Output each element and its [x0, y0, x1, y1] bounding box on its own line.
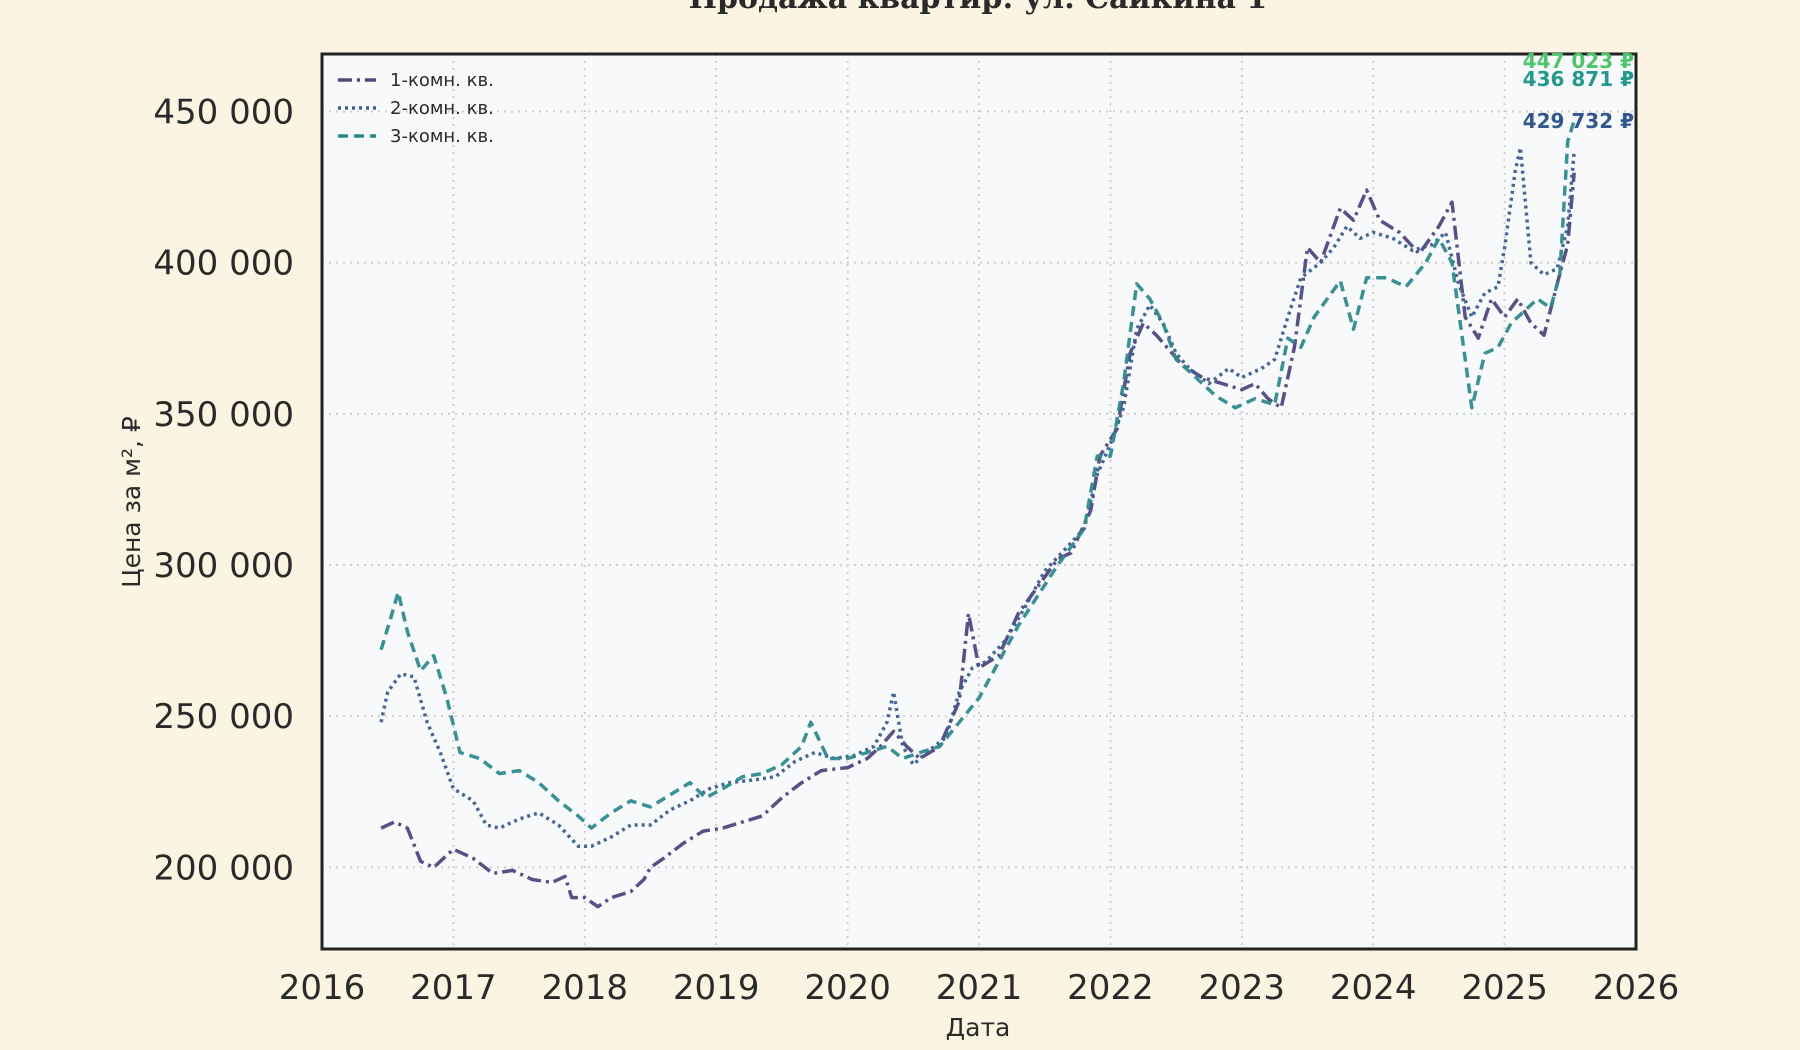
plot-frame	[320, 52, 1638, 951]
x-axis-ticks: 2016 2017 2018 2019 2020 2021 2022 2023 2024 2025…	[279, 968, 1680, 1008]
x-tick-label: 2020	[804, 968, 891, 1008]
y-tick-label: 300 000	[153, 546, 294, 586]
legend-label-1: 1-комн. кв.	[390, 70, 494, 91]
y-tick-label: 450 000	[153, 92, 294, 132]
x-tick-label: 2023	[1199, 968, 1286, 1008]
x-tick-label: 2022	[1067, 968, 1154, 1008]
x-tick-label: 2026	[1593, 968, 1680, 1008]
legend-label-3: 3-комн. кв.	[390, 126, 494, 147]
chart-title: Продажа квартир: ул. Саикина 1	[689, 0, 1268, 16]
x-tick-label: 2016	[279, 968, 366, 1008]
end-value-label-3: 429 732 ₽	[1523, 109, 1634, 133]
series-line-3	[379, 119, 1576, 830]
end-labels: 447 023 ₽436 871 ₽ 429 732 ₽	[1523, 49, 1634, 133]
y-tick-label: 250 000	[153, 697, 294, 737]
x-tick-label: 2019	[673, 968, 760, 1008]
x-tick-label: 2024	[1330, 968, 1417, 1008]
x-tick-label: 2018	[542, 968, 629, 1008]
end-value-label-1: 447 023 ₽	[1523, 49, 1634, 73]
x-tick-label: 2021	[936, 968, 1023, 1008]
y-axis-label: Цена за м², ₽	[117, 416, 146, 588]
x-axis-label: Дата	[946, 1013, 1011, 1042]
y-tick-label: 200 000	[153, 848, 294, 888]
legend: 1-комн. кв. 2-комн. кв. 3-комн. кв.	[338, 70, 494, 147]
series-line-2	[379, 145, 1576, 848]
end-value-label-2: 436 871 ₽	[1523, 67, 1634, 91]
legend-label-2: 2-комн. кв.	[390, 98, 494, 119]
grid	[321, 54, 1637, 949]
y-tick-label: 350 000	[153, 395, 294, 435]
y-tick-label: 400 000	[153, 244, 294, 284]
x-tick-label: 2017	[410, 968, 497, 1008]
y-axis-ticks: 200 000 250 000 300 000 350 000 400 000 450 0…	[153, 92, 294, 888]
series-layer	[379, 119, 1576, 909]
plot-area	[322, 54, 1636, 949]
x-tick-label: 2025	[1461, 968, 1548, 1008]
